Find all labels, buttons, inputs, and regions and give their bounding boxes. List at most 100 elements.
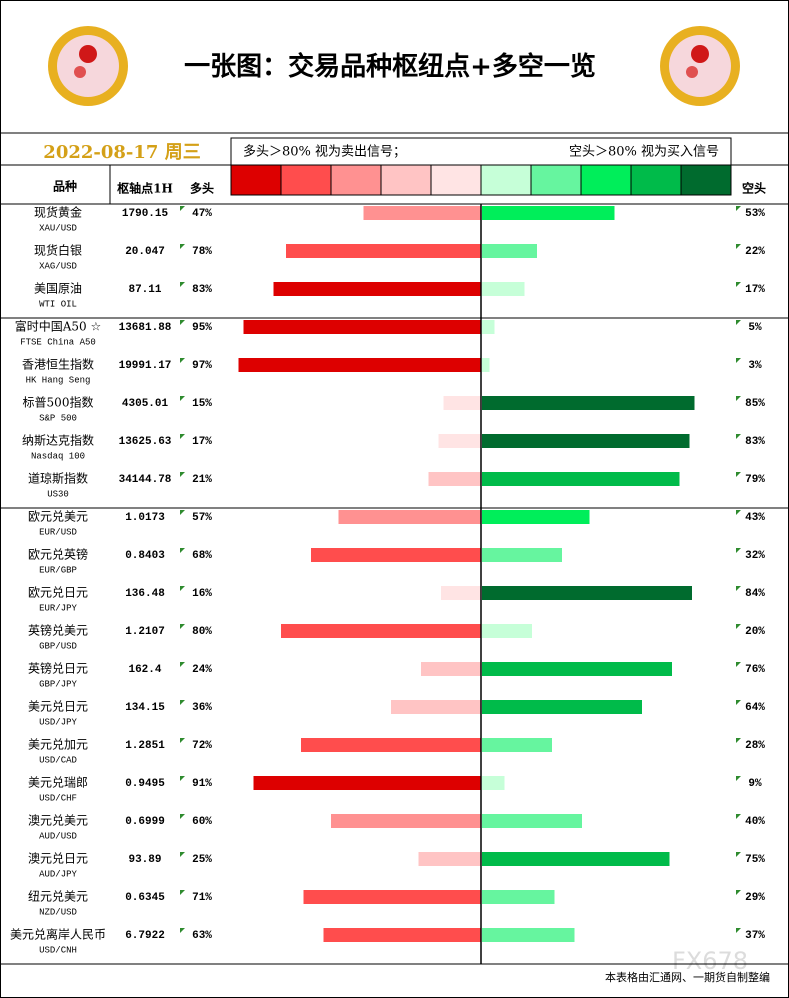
cell-marker xyxy=(736,700,741,705)
instrument-code: USD/CHF xyxy=(39,793,77,803)
instrument-name: 道琼斯指数 xyxy=(28,471,88,486)
cell-marker xyxy=(736,928,741,933)
legend-swatch xyxy=(580,164,632,196)
cell-marker xyxy=(736,586,741,591)
pivot: 162.4 xyxy=(128,664,161,676)
short-bar xyxy=(482,700,642,714)
logo-right xyxy=(660,26,740,106)
long-label: 68% xyxy=(192,550,212,562)
instrument-name: 纽元兑美元 xyxy=(28,890,88,904)
header-long: 多头 xyxy=(190,181,214,196)
pivot: 19991.17 xyxy=(119,360,172,372)
short-bar xyxy=(482,548,562,562)
long-label: 80% xyxy=(192,626,212,638)
short-bar xyxy=(482,852,670,866)
long-label: 91% xyxy=(192,778,212,790)
instrument-name: 美元兑日元 xyxy=(28,700,88,714)
legend-swatch xyxy=(380,164,432,196)
short-label: 64% xyxy=(745,702,765,714)
long-bar xyxy=(421,662,481,676)
instrument-name: 富时中国A50 ☆ xyxy=(15,319,102,334)
short-bar xyxy=(482,738,552,752)
pivot: 87.11 xyxy=(128,284,161,296)
cell-marker xyxy=(180,358,185,363)
cell-marker xyxy=(180,510,185,515)
long-label: 15% xyxy=(192,398,212,410)
cell-marker xyxy=(736,738,741,743)
instrument-code: WTI OIL xyxy=(39,299,77,309)
legend-right: 空头＞80% 视为买入信号 xyxy=(569,145,719,160)
legend-swatch xyxy=(280,164,332,196)
legend-swatch xyxy=(530,164,582,196)
cell-marker xyxy=(736,776,741,781)
legend-swatch xyxy=(480,164,532,196)
pivot: 134.15 xyxy=(125,702,165,714)
legend-left: 多头＞80% 视为卖出信号； xyxy=(243,144,406,160)
long-label: 60% xyxy=(192,816,212,828)
short-bar xyxy=(482,282,525,296)
long-label: 17% xyxy=(192,436,212,448)
cell-marker xyxy=(180,586,185,591)
short-label: 37% xyxy=(745,930,765,942)
watermark: FX678 xyxy=(672,947,748,975)
instrument-code: S&P 500 xyxy=(39,413,77,423)
pivot: 1790.15 xyxy=(122,208,169,220)
cell-marker xyxy=(736,890,741,895)
cell-marker xyxy=(180,738,185,743)
short-label: 84% xyxy=(745,588,765,600)
legend-swatch xyxy=(680,164,732,196)
cell-marker xyxy=(736,662,741,667)
cell-marker xyxy=(180,320,185,325)
instrument-name: 美元兑瑞郎 xyxy=(28,776,88,790)
cell-marker xyxy=(736,852,741,857)
cell-marker xyxy=(736,548,741,553)
cell-marker xyxy=(180,472,185,477)
short-label: 53% xyxy=(745,208,765,220)
cell-marker xyxy=(180,814,185,819)
instrument-name: 英镑兑日元 xyxy=(28,661,88,676)
long-bar xyxy=(441,586,481,600)
pivot: 93.89 xyxy=(128,854,161,866)
pivot: 34144.78 xyxy=(119,474,172,486)
short-bar xyxy=(482,244,537,258)
pivot: 1.0173 xyxy=(125,512,165,524)
legend-swatch xyxy=(230,164,282,196)
header-name: 品种 xyxy=(53,179,77,194)
long-label: 25% xyxy=(192,854,212,866)
long-bar xyxy=(273,282,481,296)
long-label: 47% xyxy=(192,208,212,220)
legend-swatch xyxy=(430,164,482,196)
long-bar xyxy=(331,814,481,828)
pivot: 1.2851 xyxy=(125,740,165,752)
pivot: 6.7922 xyxy=(125,930,165,942)
long-label: 63% xyxy=(192,930,212,942)
short-label: 43% xyxy=(745,512,765,524)
instrument-name: 现货白银 xyxy=(34,243,82,258)
cell-marker xyxy=(180,662,185,667)
instrument-code: EUR/GBP xyxy=(39,565,77,575)
long-bar xyxy=(286,244,481,258)
date: 2022-08-17 周三 xyxy=(43,142,200,163)
instrument-name: 美元兑加元 xyxy=(28,738,88,752)
legend-swatch xyxy=(330,164,382,196)
long-label: 78% xyxy=(192,246,212,258)
short-label: 3% xyxy=(748,360,762,372)
short-bar xyxy=(482,434,690,448)
instrument-code: Nasdaq 100 xyxy=(31,451,85,461)
footer: 本表格由汇通网、一期货自制整编 xyxy=(605,970,770,984)
instrument-code: GBP/JPY xyxy=(39,679,77,689)
long-label: 83% xyxy=(192,284,212,296)
pivot: 136.48 xyxy=(125,588,165,600)
short-bar xyxy=(482,320,495,334)
short-label: 28% xyxy=(745,740,765,752)
cell-marker xyxy=(180,548,185,553)
cell-marker xyxy=(736,320,741,325)
instrument-code: AUD/JPY xyxy=(39,869,77,879)
pivot: 1.2107 xyxy=(125,626,165,638)
cell-marker xyxy=(180,206,185,211)
short-bar xyxy=(482,206,615,220)
short-bar xyxy=(482,472,680,486)
long-bar xyxy=(418,852,481,866)
instrument-code: XAG/USD xyxy=(39,261,77,271)
